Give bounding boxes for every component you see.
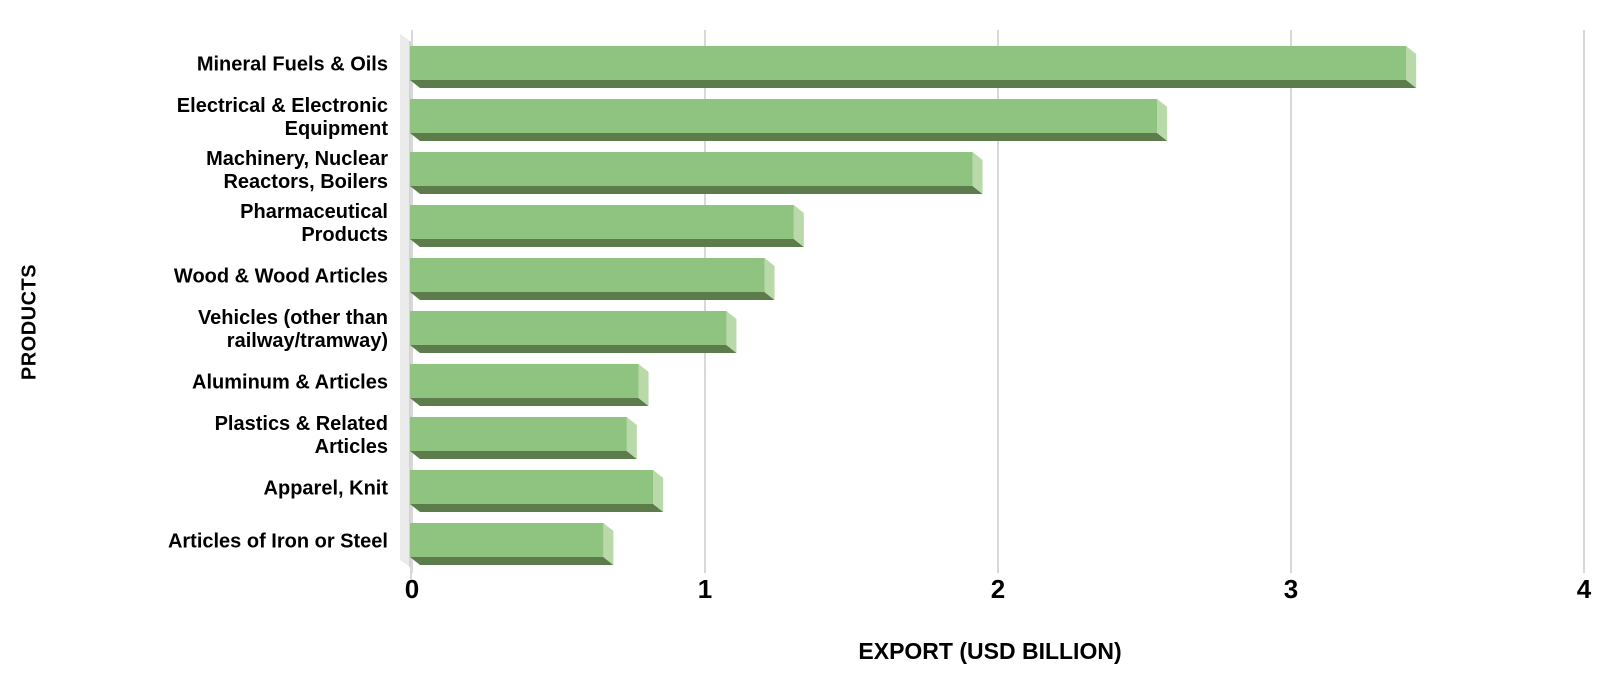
bar-side-face: [603, 523, 614, 565]
bar-side-face: [638, 364, 649, 406]
category-label-2: Machinery, Nuclear Reactors, Boilers: [206, 148, 388, 193]
x-tick-label-1: 1: [697, 574, 713, 604]
category-label-6: Aluminum & Articles: [192, 371, 388, 394]
category-label-5: Vehicles (other than railway/tramway): [197, 307, 388, 352]
category-label-3: Pharmaceutical Products: [240, 201, 388, 246]
bar-front-face: [410, 364, 639, 398]
bar-9: [410, 523, 614, 565]
bar-bottom-face: [410, 451, 637, 459]
bar-2: [410, 152, 983, 194]
x-tick-label-4: 4: [1576, 574, 1592, 604]
bar-side-face: [972, 152, 983, 194]
bar-0: [410, 46, 1417, 88]
x-tick-label-3: 3: [1283, 574, 1299, 604]
bar-bottom-face: [410, 239, 804, 247]
bar-8: [410, 470, 664, 512]
bar-side-face: [726, 311, 737, 353]
bar-bottom-face: [410, 186, 983, 194]
bars: [410, 46, 1417, 565]
axis-wall: [400, 34, 412, 579]
bar-bottom-face: [410, 398, 649, 406]
bar-front-face: [410, 46, 1407, 80]
axis-wall-face: [400, 34, 410, 567]
bar-side-face: [626, 417, 637, 459]
bar-7: [410, 417, 637, 459]
bar-side-face: [653, 470, 664, 512]
bar-front-face: [410, 152, 973, 186]
bar-front-face: [410, 311, 727, 345]
category-label-8: Apparel, Knit: [263, 477, 388, 500]
category-label-7: Plastics & Related Articles: [214, 413, 388, 458]
bar-bottom-face: [410, 133, 1168, 141]
category-label-4: Wood & Wood Articles: [173, 265, 388, 288]
category-label-0: Mineral Fuels & Oils: [196, 53, 388, 76]
bar-front-face: [410, 523, 604, 557]
category-label-1: Electrical & Electronic Equipment: [176, 95, 388, 140]
bar-side-face: [793, 205, 804, 247]
bar-1: [410, 99, 1168, 141]
bar-6: [410, 364, 649, 406]
y-axis-title: PRODUCTS: [18, 263, 41, 381]
bar-side-face: [1406, 46, 1417, 88]
category-label-9: Articles of Iron or Steel: [167, 530, 388, 553]
bar-bottom-face: [410, 504, 664, 512]
bar-3: [410, 205, 804, 247]
bar-4: [410, 258, 775, 300]
bar-side-face: [764, 258, 775, 300]
bar-front-face: [410, 258, 765, 292]
bar-bottom-face: [410, 292, 775, 300]
bar-front-face: [410, 205, 794, 239]
bar-bottom-face: [410, 80, 1417, 88]
bar-front-face: [410, 470, 654, 504]
x-axis-title: EXPORT (USD BILLION): [858, 638, 1122, 664]
bar-front-face: [410, 417, 627, 451]
bar-bottom-face: [410, 557, 614, 565]
x-tick-label-2: 2: [990, 574, 1006, 604]
x-tick-label-0: 0: [404, 574, 420, 604]
bar-bottom-face: [410, 345, 737, 353]
bar-front-face: [410, 99, 1158, 133]
bar-side-face: [1157, 99, 1168, 141]
bar-5: [410, 311, 737, 353]
